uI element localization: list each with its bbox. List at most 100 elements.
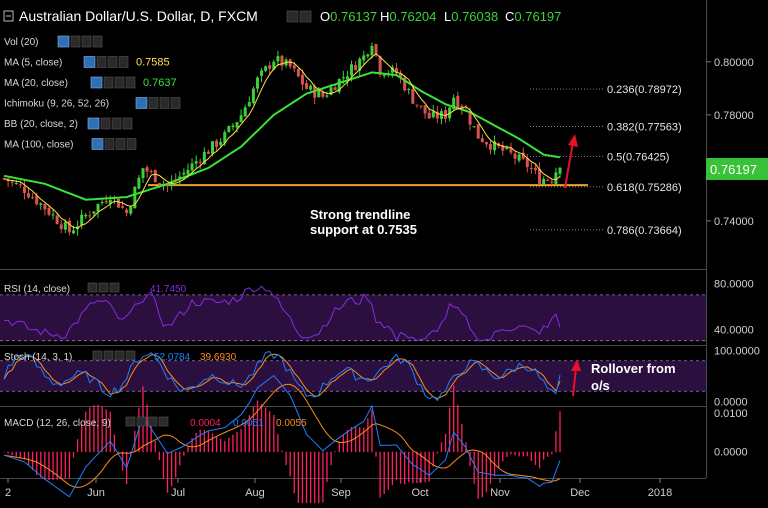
macd-line-value: 0.0051 — [233, 418, 264, 429]
time-axis-label: Jul — [171, 487, 185, 499]
macd-hist-value: 0.0004 — [190, 418, 221, 429]
candle — [525, 154, 529, 173]
candle — [268, 61, 272, 76]
time-axis-label: 2018 — [648, 487, 672, 499]
rollover-annotation-line2: o/s — [591, 378, 610, 393]
candle — [14, 179, 18, 185]
candle — [554, 167, 558, 186]
time-axis-label: Jun — [87, 487, 105, 499]
time-axis-label: Oct — [411, 487, 428, 499]
collapse-icon[interactable] — [3, 10, 14, 22]
indicator-settings-button[interactable] — [100, 117, 111, 130]
macd-axis-label: 0.0000 — [714, 447, 748, 459]
stoch-axis-label: 0.0000 — [714, 396, 748, 408]
candle — [296, 68, 300, 78]
indicator-remove-button[interactable] — [118, 56, 129, 68]
macd-series — [3, 374, 561, 508]
ohlc-high: H0.76204 — [380, 9, 436, 24]
candle — [88, 210, 92, 221]
indicator-visibility-button[interactable] — [87, 117, 100, 130]
indicator-visibility-button[interactable] — [57, 35, 70, 48]
rsi-label: RSI (14, close) 41.7450 — [4, 282, 187, 295]
candle — [546, 178, 550, 182]
indicator-visibility-button[interactable] — [90, 76, 103, 89]
candle — [505, 145, 509, 151]
support-annotation-line1: Strong trendline — [310, 207, 410, 222]
indicator-row: MA (20, close) 0.7637 — [4, 76, 177, 89]
indicator-label: MA (100, close) — [4, 140, 73, 151]
indicator-add-button[interactable] — [114, 76, 125, 89]
indicator-settings-button[interactable] — [148, 97, 159, 109]
candle — [260, 67, 264, 83]
candle — [431, 105, 435, 119]
indicator-label: BB (20, close, 2) — [4, 119, 78, 130]
candle — [145, 164, 149, 178]
indicator-add-button[interactable] — [115, 138, 126, 150]
candle — [345, 70, 349, 86]
candle — [251, 86, 255, 105]
candle — [484, 141, 488, 148]
candle — [550, 179, 554, 186]
header-buttons[interactable] — [286, 10, 312, 23]
candle — [501, 141, 505, 156]
indicator-settings-button[interactable] — [70, 35, 81, 48]
indicator-value: 0.7585 — [136, 57, 170, 69]
indicator-settings-button[interactable] — [96, 56, 107, 68]
indicator-legend: Vol (20) MA (5, close) 0.7585 MA (20, close… — [4, 35, 181, 151]
candle — [219, 137, 223, 148]
price-axis-label: 0.78000 — [714, 110, 754, 122]
candle — [215, 139, 219, 152]
moving-averages — [3, 53, 561, 229]
indicator-add-button[interactable] — [111, 117, 122, 130]
indicator-remove-button[interactable] — [170, 97, 181, 109]
candle — [276, 50, 280, 67]
ohlc-low: L0.76038 — [444, 9, 498, 24]
candle — [321, 88, 325, 99]
candle — [125, 207, 129, 217]
indicator-row: BB (20, close, 2) — [4, 117, 133, 130]
indicator-remove-button[interactable] — [122, 117, 133, 130]
indicator-settings-button[interactable] — [103, 76, 114, 89]
candle — [542, 176, 546, 186]
candle — [435, 105, 439, 124]
indicator-value: 0.7637 — [143, 77, 177, 89]
candle — [305, 80, 309, 90]
indicator-add-button[interactable] — [81, 35, 92, 48]
indicator-visibility-button[interactable] — [135, 97, 148, 109]
indicator-add-button[interactable] — [107, 56, 118, 68]
indicator-remove-button[interactable] — [125, 76, 136, 89]
chart-title: Australian Dollar/U.S. Dollar, D, FXCM — [19, 8, 258, 24]
indicator-settings-button[interactable] — [104, 138, 115, 150]
candle — [309, 84, 313, 92]
indicator-row: MA (5, close) 0.7585 — [4, 56, 170, 69]
candle — [121, 200, 125, 209]
indicator-visibility-button[interactable] — [91, 138, 104, 150]
candle — [80, 209, 84, 230]
indicator-remove-button[interactable] — [126, 138, 137, 150]
candle — [247, 96, 251, 107]
price-axis-label: 0.74000 — [714, 216, 754, 228]
stoch-axis-label: 100.0000 — [714, 346, 760, 358]
candle — [509, 142, 513, 155]
candle — [116, 198, 120, 208]
fib-label: 0.382(0.77563) — [607, 121, 682, 133]
candle — [558, 167, 562, 178]
fibonacci-levels: 0.236(0.78972) 0.382(0.77563) 0.5(0.76425)… — [530, 84, 682, 237]
ma20-line — [3, 71, 561, 201]
candle — [39, 202, 43, 210]
time-axis-label: 2 — [5, 487, 11, 499]
candle — [84, 212, 88, 219]
candle — [489, 139, 492, 155]
candle — [374, 43, 378, 58]
current-price-badge: 0.76197 — [706, 158, 768, 180]
candle — [137, 175, 141, 190]
indicator-remove-button[interactable] — [92, 35, 103, 48]
candle — [493, 135, 497, 155]
rsi-series — [3, 285, 561, 342]
support-annotation: Strong trendline support at 0.7535 — [310, 207, 417, 237]
indicator-add-button[interactable] — [159, 97, 170, 109]
candle — [129, 205, 133, 216]
candle — [280, 54, 284, 71]
indicator-visibility-button[interactable] — [83, 56, 96, 68]
candle — [51, 209, 55, 220]
